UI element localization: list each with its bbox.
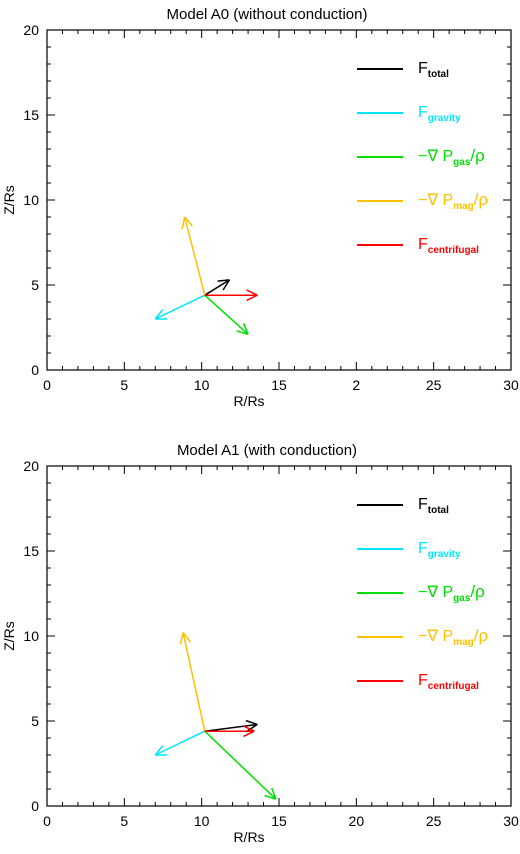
vector-arrow: [204, 294, 249, 336]
vector-head: [243, 725, 255, 732]
y-tick-label: 10: [23, 192, 39, 208]
vector-head: [179, 632, 184, 645]
vector-arrow: [204, 730, 277, 800]
vector-arrow: [154, 730, 206, 756]
vector-arrow: [204, 719, 258, 732]
chart-panel-0: Model A0 (without conduction) 0 5 10 15 2 25 30…: [1, 6, 519, 409]
legend-entry: Fgravity: [357, 540, 461, 560]
x-tick-label: 15: [271, 377, 287, 393]
y-axis-label: Z/Rs: [1, 185, 17, 215]
legend-entry: Fcentrifugal: [357, 236, 479, 256]
vector-head: [243, 730, 255, 738]
vector-arrow: [179, 632, 206, 732]
vector-arrow: [154, 294, 206, 320]
vector-shaft: [204, 730, 277, 800]
legend-label: Fcentrifugal: [418, 672, 479, 692]
x-tick-label: 10: [194, 813, 210, 829]
vector-head: [242, 322, 249, 335]
chart-panel-1: Model A1 (with conduction) 0 5 10 15 20 25 30 0 5…: [1, 442, 519, 845]
x-axis-label: R/Rs: [233, 829, 264, 845]
x-tick-label: 5: [120, 813, 128, 829]
legend-entry: Ftotal: [357, 496, 449, 516]
x-tick-label: 20: [349, 813, 365, 829]
vector-head: [236, 330, 249, 336]
vector-head: [184, 216, 193, 227]
chart-title: Model A0 (without conduction): [167, 6, 368, 23]
vector-head: [154, 309, 164, 320]
legend-entry: −∇ Pmag/ρ: [357, 190, 488, 212]
y-tick-label: 0: [31, 798, 39, 814]
x-tick-label: 30: [503, 813, 519, 829]
y-tick-label: 10: [23, 628, 39, 644]
vector-head: [264, 794, 277, 800]
vector-head: [246, 289, 258, 296]
y-axis-label: Z/Rs: [1, 621, 17, 651]
vector-shaft: [182, 632, 206, 732]
legend-entry: −∇ Pmag/ρ: [357, 626, 488, 648]
vector-head: [270, 787, 277, 800]
vector-shaft: [204, 723, 258, 732]
legend-entry: −∇ Pgas/ρ: [357, 146, 485, 168]
vector-arrow: [204, 725, 255, 738]
legend-label: Fcentrifugal: [418, 236, 479, 256]
vector-shaft: [183, 216, 206, 296]
x-tick-label: 0: [43, 813, 51, 829]
vector-shaft: [154, 730, 206, 756]
x-tick-label: 5: [120, 377, 128, 393]
vector-head: [217, 279, 230, 282]
x-axis-label: R/Rs: [233, 393, 264, 409]
vector-head: [222, 279, 231, 291]
y-tick-label: 5: [31, 277, 39, 293]
vector-head: [154, 745, 164, 756]
vector-head: [246, 294, 258, 302]
vector-shaft: [154, 294, 206, 320]
vector-shaft: [204, 279, 230, 296]
vector-head: [245, 719, 258, 726]
legend-label: −∇ Pmag/ρ: [418, 626, 488, 648]
y-tick-label: 15: [23, 543, 39, 559]
legend-entry: −∇ Pgas/ρ: [357, 582, 485, 604]
legend-entry: Fcentrifugal: [357, 672, 479, 692]
legend-label: Fgravity: [418, 104, 461, 124]
x-tick-label: 15: [271, 813, 287, 829]
y-tick-label: 0: [31, 362, 39, 378]
legend-entry: Ftotal: [357, 60, 449, 80]
y-tick-label: 20: [23, 22, 39, 38]
vector-shaft: [204, 294, 249, 335]
legend-label: −∇ Pgas/ρ: [418, 582, 485, 604]
vector-head: [182, 632, 192, 643]
x-tick-label: 0: [43, 377, 51, 393]
x-tick-label: 10: [194, 377, 210, 393]
legend-label: −∇ Pmag/ρ: [418, 190, 488, 212]
y-tick-label: 5: [31, 713, 39, 729]
x-tick-label: 2: [352, 377, 360, 393]
vector-head: [246, 723, 258, 732]
y-tick-label: 15: [23, 107, 39, 123]
legend-label: Ftotal: [418, 60, 449, 80]
legend-label: Ftotal: [418, 496, 449, 516]
vector-arrow: [181, 216, 206, 296]
x-tick-label: 25: [426, 377, 442, 393]
x-tick-label: 30: [503, 377, 519, 393]
y-tick-label: 20: [23, 458, 39, 474]
legend-entry: Fgravity: [357, 104, 461, 124]
vector-arrow: [204, 289, 258, 302]
vector-arrow: [204, 279, 231, 296]
chart-title: Model A1 (with conduction): [177, 442, 357, 459]
vector-head: [181, 216, 186, 229]
x-tick-label: 25: [426, 813, 442, 829]
legend-label: −∇ Pgas/ρ: [418, 146, 485, 168]
legend-label: Fgravity: [418, 540, 461, 560]
